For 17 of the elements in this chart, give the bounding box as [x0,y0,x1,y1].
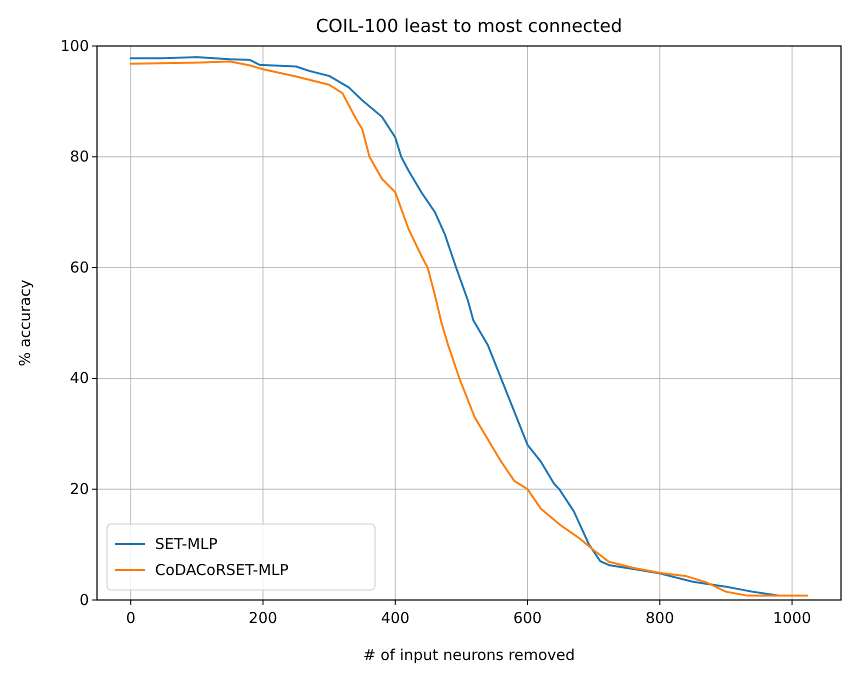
legend-label: SET-MLP [155,535,218,553]
y-tick-label: 80 [70,148,89,166]
x-tick-label: 600 [513,609,542,627]
y-tick-label: 100 [60,36,89,55]
legend-label: CoDACoRSET-MLP [155,561,289,579]
y-tick-label: 60 [70,258,89,276]
y-tick-label: 20 [70,480,89,498]
y-tick-label: 40 [70,369,89,388]
y-tick-label: 0 [79,590,89,609]
x-tick-label: 400 [380,609,410,627]
y-axis-title: % accuracy [16,280,34,366]
x-tick-label: 800 [645,609,674,627]
x-tick-label: 200 [248,609,278,627]
x-axis-title: # of input neurons removed [363,646,575,664]
x-tick-label: 1000 [772,609,812,627]
chart-title: COIL-100 least to most connected [316,16,622,37]
x-tick-label: 0 [126,609,136,627]
